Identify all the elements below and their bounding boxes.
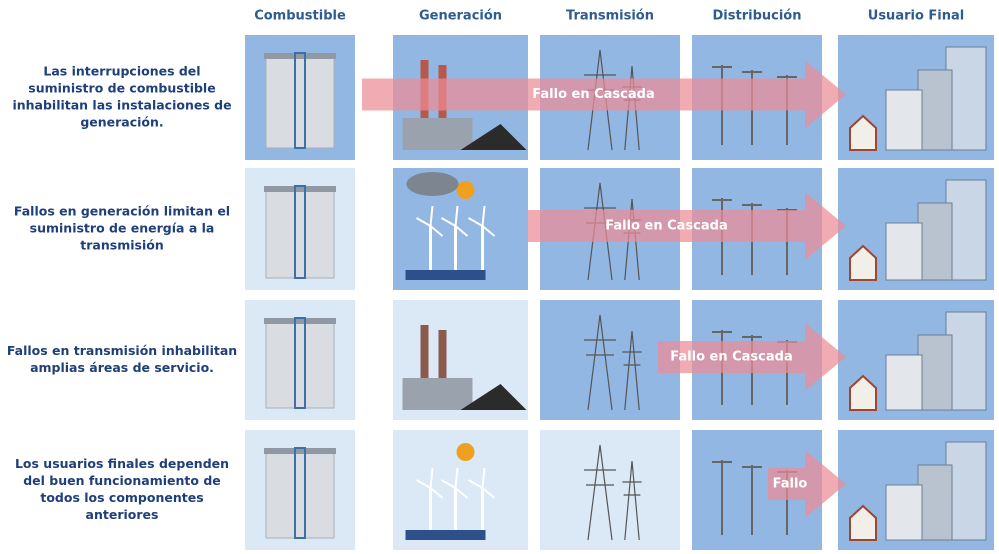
plant (403, 378, 473, 410)
arrow-label: Fallo en Cascada (532, 87, 654, 102)
row-description: Fallos en generación limitan el (14, 204, 230, 219)
row-description: suministro de energía a la (30, 221, 215, 236)
row-description: anteriores (86, 507, 159, 522)
row-description: del buen funcionamiento de (23, 473, 221, 488)
tile (393, 168, 528, 290)
tank (266, 452, 334, 538)
arrow-label: Fallo en Cascada (605, 219, 727, 234)
row-description: generación. (80, 115, 163, 130)
tile (245, 430, 355, 550)
column-header: Combustible (254, 9, 346, 24)
plant (403, 118, 473, 150)
arrow-label: Fallo (773, 477, 808, 492)
column-header: Transmisión (566, 9, 654, 24)
tile (838, 35, 994, 160)
column-header: Usuario Final (868, 9, 964, 24)
building (918, 70, 952, 150)
building (886, 90, 922, 150)
row-description: transmisión (80, 238, 163, 253)
tank (266, 322, 334, 408)
column-header: Generación (419, 9, 502, 24)
building (918, 203, 952, 280)
tile (393, 300, 528, 420)
row-description: todos los componentes (40, 490, 203, 505)
building (886, 355, 922, 410)
sun (457, 181, 475, 199)
building (886, 485, 922, 540)
row-description: amplias áreas de servicio. (30, 360, 214, 375)
diagram: Combustible Generación Transmisión Distribu… (0, 0, 999, 550)
tile (245, 300, 355, 420)
row-description: inhabilitan las instalaciones de (12, 98, 231, 113)
sun (457, 443, 475, 461)
tile (245, 35, 355, 160)
row-description: suministro de combustible (28, 81, 215, 96)
tile (245, 168, 355, 290)
building (886, 223, 922, 280)
tile-bg (540, 430, 680, 550)
row-description: Las interrupciones del (43, 64, 200, 79)
tile (838, 300, 994, 420)
row-description: Fallos en transmisión inhabilitan (7, 343, 237, 358)
tile (838, 168, 994, 290)
arrow-label: Fallo en Cascada (670, 350, 792, 365)
tank (266, 57, 334, 148)
cloud (407, 172, 459, 196)
solar (406, 530, 486, 540)
tank (266, 190, 334, 278)
tile (540, 430, 680, 550)
tile (393, 430, 528, 550)
building (918, 335, 952, 410)
tile (838, 430, 994, 550)
row-description: Los usuarios finales dependen (15, 456, 229, 471)
column-header: Distribución (713, 9, 802, 24)
building (918, 465, 952, 540)
solar (406, 270, 486, 280)
